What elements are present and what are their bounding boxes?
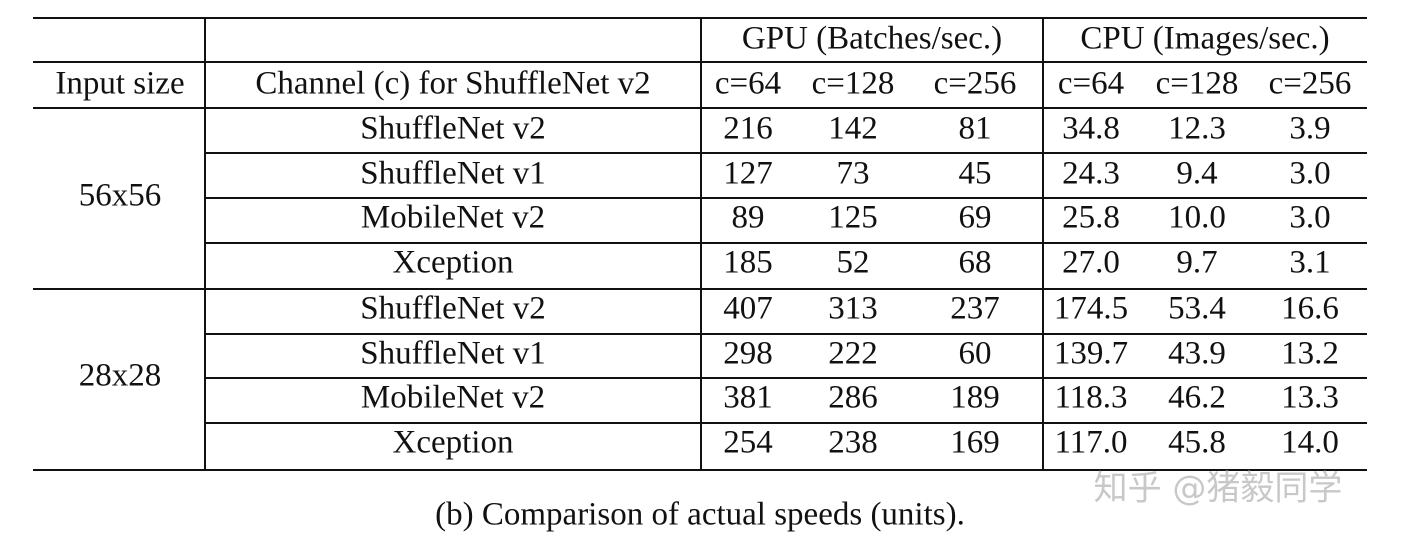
cell-value: 45.8	[1168, 425, 1226, 461]
header-cell: Channel (c) for ShuffleNet v2	[255, 66, 650, 102]
cell-value: 60	[959, 336, 992, 372]
header-cell: c=128	[812, 66, 895, 102]
model-name: ShuffleNet v1	[360, 156, 545, 192]
cell-value: 16.6	[1281, 291, 1339, 327]
cell-value: 53.4	[1168, 291, 1226, 327]
cell-value: 27.0	[1062, 245, 1120, 281]
caption: (b) Comparison of actual speeds (units).	[435, 497, 965, 533]
cell-value: 118.3	[1054, 380, 1127, 416]
cell-value: 10.0	[1168, 200, 1226, 236]
cell-value: 169	[950, 425, 1000, 461]
cell-value: 238	[828, 425, 878, 461]
cell-value: 298	[723, 336, 773, 372]
cell-value: 81	[959, 111, 992, 147]
group-label: 56x56	[79, 178, 162, 214]
cell-value: 89	[732, 200, 765, 236]
cell-value: 9.4	[1176, 156, 1217, 192]
model-name: MobileNet v2	[361, 380, 545, 416]
header-cell: GPU (Batches/sec.)	[742, 21, 1002, 57]
cell-value: 174.5	[1054, 291, 1128, 327]
cell-value: 34.8	[1062, 111, 1120, 147]
cell-value: 286	[828, 380, 878, 416]
model-name: ShuffleNet v2	[360, 111, 545, 147]
model-name: Xception	[393, 245, 514, 281]
cell-value: 43.9	[1168, 336, 1226, 372]
header-cell: CPU (Images/sec.)	[1080, 21, 1329, 57]
model-name: MobileNet v2	[361, 200, 545, 236]
cell-value: 14.0	[1281, 425, 1339, 461]
cell-value: 46.2	[1168, 380, 1226, 416]
cell-value: 13.3	[1281, 380, 1339, 416]
cell-value: 13.2	[1281, 336, 1339, 372]
cell-value: 69	[959, 200, 992, 236]
cell-value: 3.9	[1289, 111, 1330, 147]
cell-value: 313	[828, 291, 878, 327]
header-cell: c=128	[1156, 66, 1239, 102]
cell-value: 12.3	[1168, 111, 1226, 147]
cell-value: 139.7	[1054, 336, 1128, 372]
cell-value: 237	[950, 291, 1000, 327]
model-name: Xception	[393, 425, 514, 461]
header-cell: c=64	[1058, 66, 1124, 102]
cell-value: 142	[828, 111, 878, 147]
cell-value: 222	[828, 336, 878, 372]
cell-value: 3.1	[1289, 245, 1330, 281]
cell-value: 407	[723, 291, 773, 327]
cell-value: 381	[723, 380, 773, 416]
header-cell: c=64	[715, 66, 781, 102]
watermark: 知乎 @猪毅同学	[1094, 469, 1343, 509]
header-cell: Input size	[55, 66, 184, 102]
cell-value: 52	[837, 245, 870, 281]
cell-value: 9.7	[1176, 245, 1217, 281]
cell-value: 127	[723, 156, 773, 192]
cell-value: 185	[723, 245, 773, 281]
cell-value: 68	[959, 245, 992, 281]
cell-value: 24.3	[1062, 156, 1120, 192]
cell-value: 189	[950, 380, 1000, 416]
header-cell: c=256	[934, 66, 1017, 102]
cell-value: 3.0	[1289, 156, 1330, 192]
cell-value: 25.8	[1062, 200, 1120, 236]
model-name: ShuffleNet v1	[360, 336, 545, 372]
header-cell: c=256	[1269, 66, 1352, 102]
group-label: 28x28	[79, 358, 162, 394]
cell-value: 45	[959, 156, 992, 192]
cell-value: 125	[828, 200, 878, 236]
cell-value: 216	[723, 111, 773, 147]
model-name: ShuffleNet v2	[360, 291, 545, 327]
cell-value: 254	[723, 425, 773, 461]
cell-value: 73	[837, 156, 870, 192]
cell-value: 117.0	[1054, 425, 1127, 461]
cell-value: 3.0	[1289, 200, 1330, 236]
